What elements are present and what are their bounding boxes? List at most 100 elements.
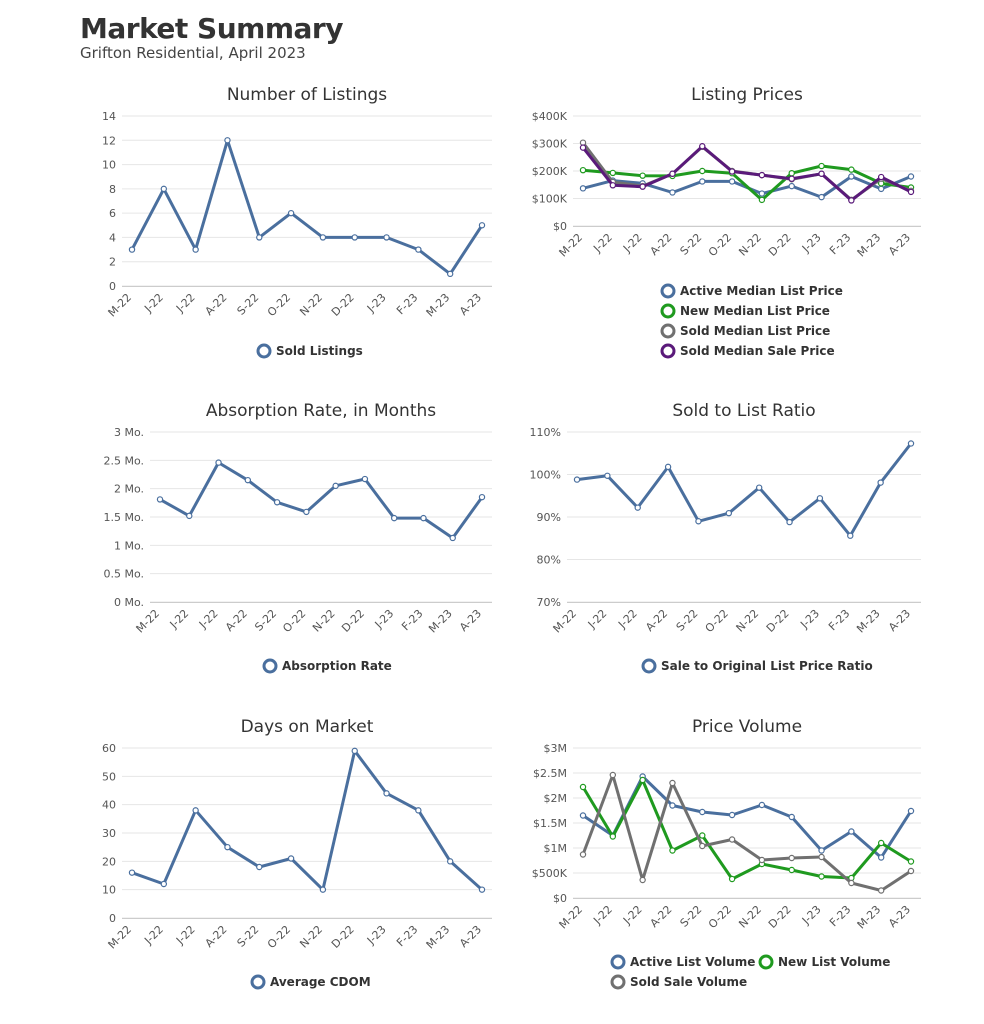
data-point — [848, 828, 855, 835]
chart-days-on-market: Days on Market 0 10 20 30 40 50 60 M-22 J-22 J-22 A… — [0, 710, 500, 1010]
legend-item-sold-listings[interactable]: Sold Listings — [256, 343, 363, 359]
data-point — [758, 190, 766, 197]
data-point — [224, 137, 231, 144]
data-point — [788, 175, 795, 182]
x-tick-label: M-22 — [106, 291, 135, 320]
data-point — [256, 863, 263, 871]
data-point — [877, 854, 885, 861]
data-point — [609, 771, 617, 779]
data-point — [907, 867, 915, 875]
legend-label: Sold Listings — [276, 344, 363, 358]
page-title: Market Summary — [80, 12, 343, 45]
y-tick-label: $1.5M — [533, 817, 567, 830]
data-point — [818, 853, 825, 861]
x-tick-label: J-22 — [585, 607, 610, 632]
chart-number-of-listings: Number of Listings 0 2 4 6 8 10 12 14 M-22 J-22 J-2… — [0, 78, 500, 378]
legend-item-sold-sale-volume[interactable]: Sold Sale Volume — [610, 974, 747, 990]
chart-title: Listing Prices — [691, 85, 803, 105]
data-point — [695, 518, 702, 525]
data-point — [699, 167, 706, 175]
data-point — [818, 847, 825, 854]
series-line-sale-to-original-list-price-ratio — [575, 442, 913, 538]
data-point — [244, 476, 252, 484]
legend-item-active-median-list-price[interactable]: Active Median List Price — [660, 283, 843, 299]
x-tick-label: O-22 — [265, 291, 293, 319]
legend-item-sold-median-sale-price[interactable]: Sold Median Sale Price — [660, 343, 835, 359]
data-point — [415, 807, 422, 814]
data-point — [609, 833, 617, 840]
x-tick-label: J-23 — [797, 607, 822, 632]
y-tick-label: $300K — [532, 138, 568, 151]
data-point — [877, 887, 885, 894]
data-point — [907, 807, 915, 815]
legend-marker-icon — [610, 974, 626, 990]
x-tick-label: M-23 — [424, 291, 453, 320]
x-tick-label: M-22 — [551, 607, 580, 636]
y-tick-label: $2.5M — [533, 767, 567, 780]
data-point — [699, 143, 706, 150]
x-tick-label: A-22 — [643, 607, 670, 634]
legend-item-active-list-volume[interactable]: Active List Volume — [610, 954, 755, 970]
data-point — [579, 185, 587, 192]
data-point — [755, 484, 763, 491]
data-point — [848, 879, 855, 887]
legend-item-new-list-volume[interactable]: New List Volume — [758, 954, 890, 970]
x-tick-label: F-23 — [827, 903, 853, 929]
data-point — [573, 476, 581, 483]
data-point — [287, 209, 295, 217]
chart-absorption-rate: Absorption Rate, in Months 0 Mo. 0.5 Mo. 1 … — [0, 394, 500, 694]
y-tick-label: $0 — [553, 220, 567, 233]
y-tick-label: $3M — [544, 742, 568, 755]
data-point — [848, 166, 855, 173]
x-tick-label: A-22 — [203, 291, 230, 318]
x-tick-label: F-23 — [394, 291, 420, 317]
x-tick-label: S-22 — [235, 923, 262, 950]
data-point — [287, 855, 295, 862]
legend-item-new-median-list-price[interactable]: New Median List Price — [660, 303, 830, 319]
data-point — [758, 801, 766, 809]
data-point — [609, 182, 617, 189]
data-point — [383, 790, 390, 797]
data-point — [303, 508, 310, 516]
y-tick-label: 40 — [102, 799, 116, 812]
x-tick-label: J-22 — [173, 923, 198, 948]
y-tick-label: 3 Mo. — [114, 426, 144, 439]
legend-item-average-cdom[interactable]: Average CDOM — [250, 974, 371, 990]
x-tick-label: D-22 — [329, 923, 357, 951]
legend-marker-icon — [641, 658, 657, 674]
x-tick-label: D-22 — [329, 291, 357, 319]
data-point — [907, 440, 915, 447]
y-tick-label: 60 — [102, 742, 116, 755]
x-tick-label: J-22 — [167, 607, 192, 632]
data-point — [818, 193, 825, 201]
x-tick-label: O-22 — [280, 607, 308, 635]
x-tick-label: S-22 — [252, 607, 279, 634]
legend-item-sold-median-list-price[interactable]: Sold Median List Price — [660, 323, 830, 339]
x-tick-label: D-22 — [339, 607, 367, 635]
data-point — [907, 858, 915, 865]
legend-label: Sale to Original List Price Ratio — [661, 659, 873, 673]
legend-marker-icon — [256, 343, 272, 359]
x-tick-label: S-22 — [674, 607, 701, 634]
x-tick-label: N-22 — [736, 231, 764, 259]
x-tick-label: M-23 — [854, 607, 883, 636]
y-tick-label: 20 — [102, 855, 116, 868]
data-point — [319, 234, 327, 241]
legend-item-sale-to-original-list-price-ratio[interactable]: Sale to Original List Price Ratio — [641, 658, 873, 674]
legend-item-absorption-rate[interactable]: Absorption Rate — [262, 658, 392, 674]
x-tick-label: M-22 — [106, 923, 135, 952]
data-point — [390, 514, 398, 522]
y-tick-label: 30 — [102, 827, 116, 840]
x-tick-label: A-23 — [886, 231, 913, 258]
y-tick-label: $500K — [532, 867, 568, 880]
data-point — [725, 509, 733, 517]
y-tick-label: 10 — [102, 884, 116, 897]
x-tick-label: J-22 — [620, 903, 645, 928]
chart-svg: Price Volume $0 $500K $1M $1.5M $2M $2.5M $3M M-… — [532, 717, 921, 990]
y-tick-label: 12 — [102, 134, 116, 147]
data-point — [215, 459, 222, 466]
data-point — [877, 173, 885, 181]
data-point — [192, 246, 199, 253]
